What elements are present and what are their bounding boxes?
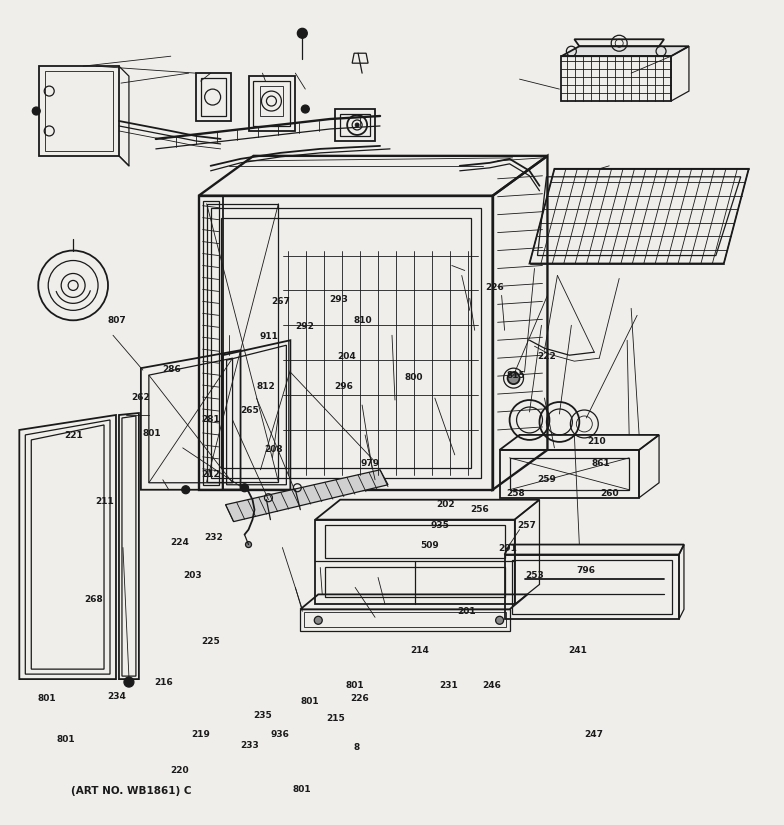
Text: 801: 801	[142, 428, 161, 437]
Text: 812: 812	[256, 382, 275, 391]
Text: 258: 258	[506, 488, 524, 497]
Text: 247: 247	[584, 730, 603, 739]
Text: 293: 293	[329, 295, 348, 304]
Text: 241: 241	[568, 647, 587, 655]
Text: 8: 8	[354, 743, 360, 752]
Text: 226: 226	[350, 694, 368, 703]
Text: 800: 800	[405, 374, 423, 383]
Text: 211: 211	[95, 497, 114, 506]
Circle shape	[245, 541, 252, 548]
Circle shape	[182, 486, 190, 493]
Text: 246: 246	[483, 681, 502, 690]
Text: 281: 281	[201, 415, 220, 423]
Text: 296: 296	[334, 382, 353, 391]
Text: 292: 292	[295, 322, 314, 331]
Text: 214: 214	[410, 647, 429, 655]
Text: 286: 286	[162, 365, 181, 375]
Text: 911: 911	[260, 332, 278, 342]
Polygon shape	[226, 469, 388, 521]
Text: 796: 796	[576, 566, 595, 575]
Text: 256: 256	[470, 505, 489, 514]
Text: 226: 226	[486, 283, 504, 292]
Text: 801: 801	[38, 694, 56, 703]
Circle shape	[124, 677, 134, 687]
Circle shape	[507, 372, 520, 384]
Text: 936: 936	[270, 730, 290, 739]
Text: 212: 212	[201, 469, 220, 478]
Text: (ART NO. WB1861) C: (ART NO. WB1861) C	[71, 785, 191, 796]
Text: 234: 234	[107, 691, 126, 700]
Polygon shape	[561, 46, 689, 56]
Text: 807: 807	[107, 316, 126, 325]
Text: 801: 801	[293, 785, 311, 794]
Text: 257: 257	[517, 521, 535, 530]
Text: 262: 262	[131, 394, 150, 403]
Circle shape	[355, 123, 359, 127]
Text: 979: 979	[361, 459, 379, 468]
Text: 265: 265	[241, 407, 260, 415]
Text: 861: 861	[592, 459, 611, 468]
Text: 267: 267	[271, 297, 291, 306]
Text: 232: 232	[205, 533, 223, 542]
Text: 268: 268	[84, 596, 103, 605]
Text: 815: 815	[506, 371, 524, 380]
Text: 801: 801	[300, 697, 319, 706]
Text: 215: 215	[326, 714, 345, 723]
Text: 221: 221	[64, 431, 82, 440]
Circle shape	[314, 616, 322, 625]
Circle shape	[301, 105, 310, 113]
Text: 260: 260	[600, 488, 619, 497]
Text: 259: 259	[537, 475, 556, 484]
Text: 204: 204	[337, 352, 356, 361]
Circle shape	[495, 616, 503, 625]
Text: 222: 222	[537, 352, 556, 361]
Text: 509: 509	[420, 541, 439, 550]
Text: 231: 231	[439, 681, 458, 690]
Text: 233: 233	[241, 741, 260, 750]
Text: 291: 291	[498, 544, 517, 553]
Text: 220: 220	[170, 766, 189, 775]
Text: 202: 202	[436, 500, 455, 509]
Text: 935: 935	[431, 521, 450, 530]
Circle shape	[297, 28, 307, 38]
Text: 225: 225	[201, 637, 220, 646]
Text: 208: 208	[264, 445, 282, 454]
Text: 201: 201	[457, 607, 476, 616]
Text: 216: 216	[154, 677, 173, 686]
Text: 219: 219	[191, 730, 210, 739]
Circle shape	[241, 483, 249, 492]
Text: 224: 224	[170, 538, 189, 547]
Text: 801: 801	[345, 681, 364, 690]
Text: 801: 801	[56, 735, 74, 744]
Circle shape	[32, 107, 40, 115]
Text: 253: 253	[524, 571, 543, 580]
Text: 210: 210	[587, 436, 606, 446]
Text: 235: 235	[254, 710, 273, 719]
Text: 810: 810	[353, 316, 372, 325]
Text: 203: 203	[183, 571, 202, 580]
